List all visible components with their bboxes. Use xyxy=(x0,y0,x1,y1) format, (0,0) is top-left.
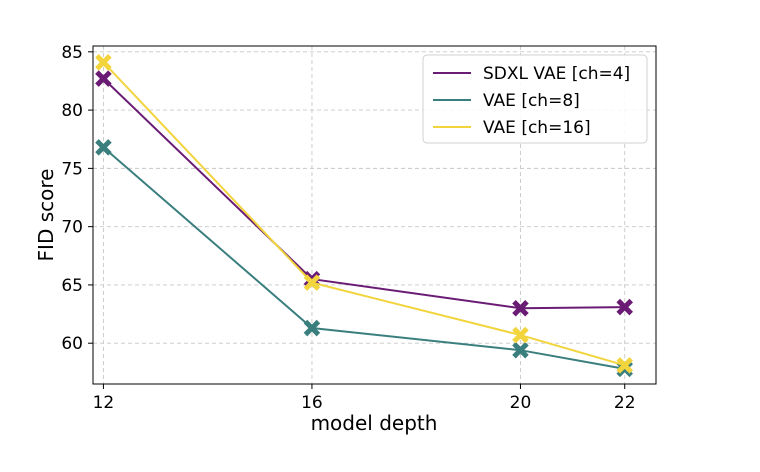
data-point-marker xyxy=(95,139,112,156)
y-tick-label: 80 xyxy=(61,101,83,121)
series-line xyxy=(102,146,625,370)
legend-label: VAE [ch=16] xyxy=(483,118,591,138)
data-point-marker xyxy=(95,70,112,87)
y-tick-label: 85 xyxy=(61,43,83,63)
series-lines xyxy=(95,54,633,378)
data-point-marker xyxy=(616,298,633,316)
series-2 xyxy=(95,54,633,374)
y-tick-label: 75 xyxy=(61,159,83,179)
data-point-marker xyxy=(616,357,633,374)
plot-area-frame xyxy=(92,45,657,385)
y-axis-label: FID score xyxy=(34,169,58,262)
legend: SDXL VAE [ch=4] VAE [ch=8] VAE [ch=16] xyxy=(422,54,648,144)
data-point-marker xyxy=(303,319,321,337)
y-tick-label: 65 xyxy=(61,276,83,296)
y-tick-label: 60 xyxy=(61,334,83,354)
data-point-marker xyxy=(512,299,529,317)
grid-lines xyxy=(93,46,656,384)
axis-ticks: 60 65 70 75 80 85 12 16 20 22 xyxy=(61,43,635,413)
x-axis-label: model depth xyxy=(311,411,438,435)
legend-label: VAE [ch=8] xyxy=(483,91,580,111)
series-line xyxy=(102,61,626,367)
legend-label: SDXL VAE [ch=4] xyxy=(483,64,630,84)
x-tick-label: 22 xyxy=(614,393,636,413)
legend-box xyxy=(422,54,648,144)
series-1 xyxy=(95,139,633,378)
data-point-marker xyxy=(95,54,112,71)
y-tick-label: 70 xyxy=(61,218,83,238)
x-tick-label: 16 xyxy=(301,393,323,413)
series-line xyxy=(102,77,625,310)
data-point-marker xyxy=(303,274,321,291)
data-point-marker xyxy=(512,326,529,344)
x-tick-label: 20 xyxy=(510,393,532,413)
x-tick-label: 12 xyxy=(93,393,115,413)
data-point-marker xyxy=(512,341,529,359)
